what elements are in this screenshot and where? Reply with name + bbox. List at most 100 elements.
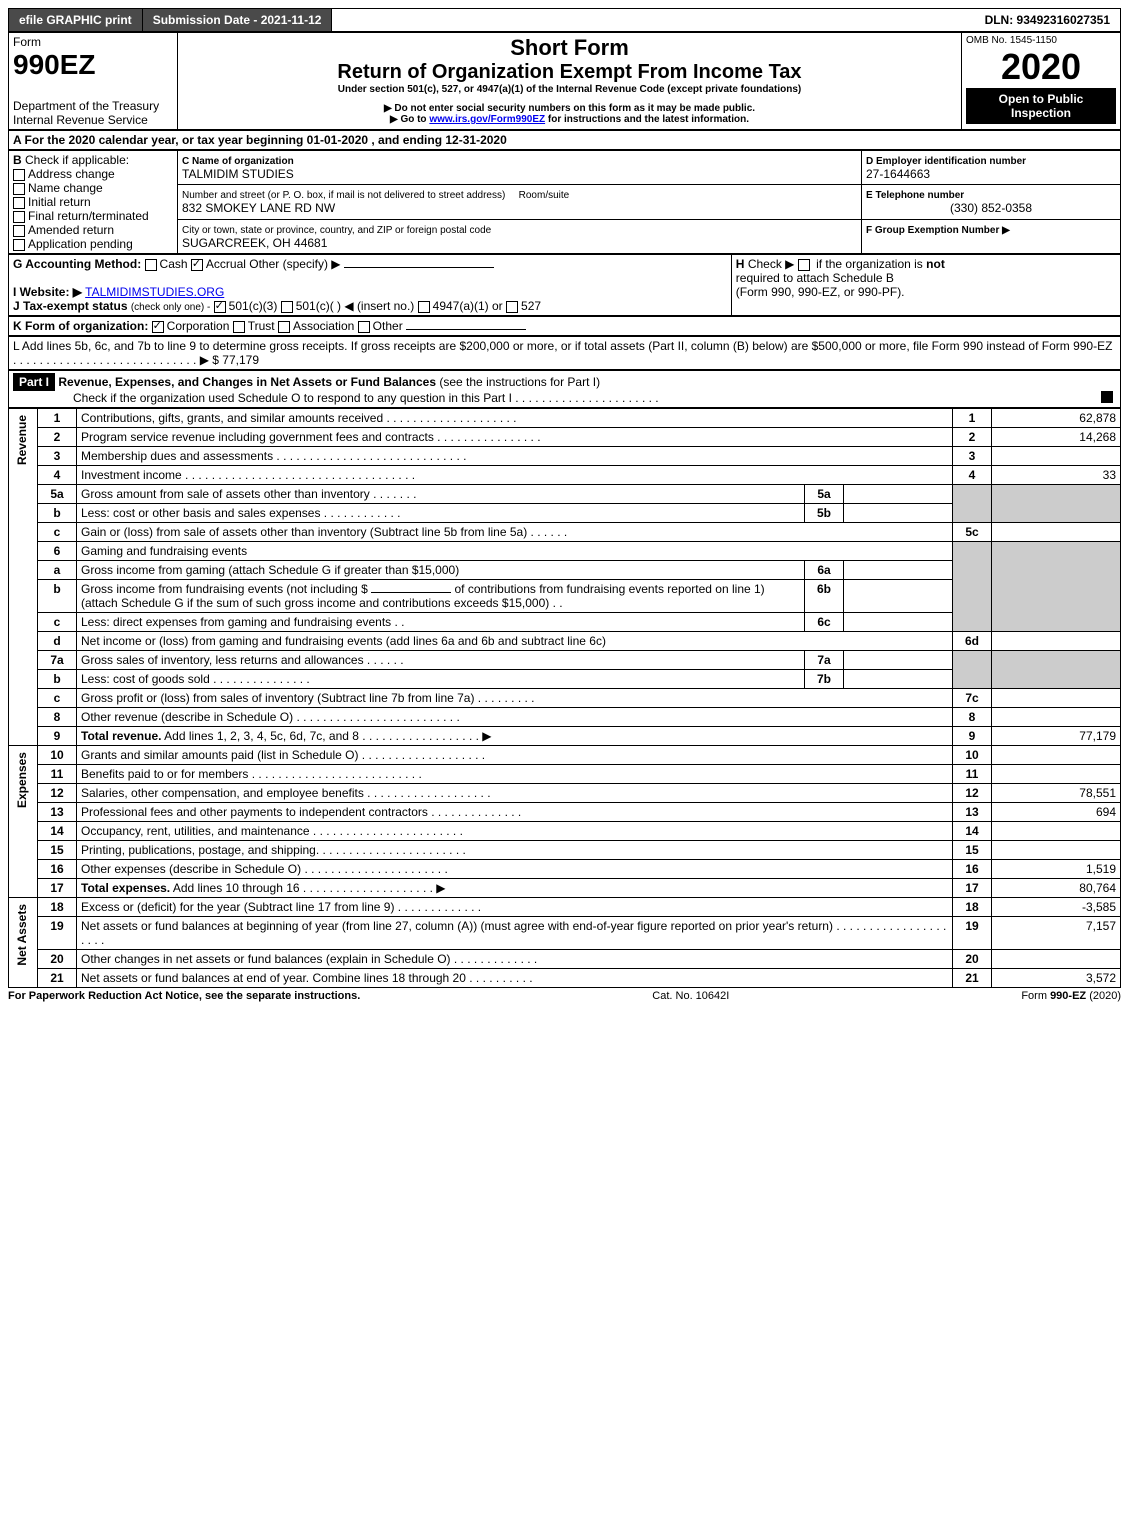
- org-address: 832 SMOKEY LANE RD NW: [182, 201, 335, 215]
- line-6d-text: Net income or (loss) from gaming and fun…: [77, 632, 953, 651]
- submission-date-label: Submission Date - 2021-11-12: [143, 9, 333, 31]
- address-change-checkbox[interactable]: [13, 169, 25, 181]
- goto-prefix: ▶ Go to: [390, 114, 427, 125]
- trust-checkbox[interactable]: [233, 321, 245, 333]
- line-12-text: Salaries, other compensation, and employ…: [77, 784, 953, 803]
- line-items-table: Revenue 1 Contributions, gifts, grants, …: [8, 408, 1121, 988]
- app-pending-checkbox[interactable]: [13, 239, 25, 251]
- line-9-num: 9: [38, 727, 77, 746]
- final-return-checkbox[interactable]: [13, 211, 25, 223]
- 4947-checkbox[interactable]: [418, 301, 430, 313]
- line-7a-num: 7a: [38, 651, 77, 670]
- line-6b-t1: Gross income from fundraising events (no…: [81, 582, 368, 596]
- website-link[interactable]: TALMIDIMSTUDIES.ORG: [85, 285, 224, 299]
- line-21-value: 3,572: [992, 969, 1121, 988]
- line-11-value: [992, 765, 1121, 784]
- line-5a-iv: [844, 485, 953, 504]
- short-form-title: Short Form: [182, 35, 957, 61]
- line-16-col: 16: [953, 860, 992, 879]
- line-2-text: Program service revenue including govern…: [77, 428, 953, 447]
- line-15-col: 15: [953, 841, 992, 860]
- other-specify-input[interactable]: [344, 267, 494, 268]
- line-7a-text: Gross sales of inventory, less returns a…: [77, 651, 805, 670]
- b-label: B: [13, 153, 22, 167]
- line-5b-ic: 5b: [805, 504, 844, 523]
- line-10-num: 10: [38, 746, 77, 765]
- line-17-num: 17: [38, 879, 77, 898]
- part1-header: Part I Revenue, Expenses, and Changes in…: [8, 370, 1121, 408]
- line-20-value: [992, 950, 1121, 969]
- j-suffix: (check only one) -: [131, 302, 210, 313]
- line-5c-value: [992, 523, 1121, 542]
- line-13-num: 13: [38, 803, 77, 822]
- dept-treasury: Department of the Treasury: [13, 99, 173, 113]
- 527-checkbox[interactable]: [506, 301, 518, 313]
- line-11-text: Benefits paid to or for members . . . . …: [77, 765, 953, 784]
- 4947-label: 4947(a)(1) or: [433, 299, 503, 313]
- line-19-text: Net assets or fund balances at beginning…: [77, 917, 953, 950]
- line-7a-ic: 7a: [805, 651, 844, 670]
- line-17-text: Total expenses.: [81, 881, 170, 895]
- phone-value: (330) 852-0358: [866, 201, 1116, 215]
- line-6-text: Gaming and fundraising events: [77, 542, 953, 561]
- accrual-checkbox[interactable]: [191, 259, 203, 271]
- line-6b-amount-input[interactable]: [371, 592, 451, 593]
- line-17-value: 80,764: [992, 879, 1121, 898]
- line-12-value: 78,551: [992, 784, 1121, 803]
- line-5c-col: 5c: [953, 523, 992, 542]
- line-6b-iv: [844, 580, 953, 613]
- 501c3-label: 501(c)(3): [229, 299, 278, 313]
- h-text3: required to attach Schedule B: [736, 271, 894, 285]
- line-7b-text: Less: cost of goods sold . . . . . . . .…: [77, 670, 805, 689]
- line-6a-iv: [844, 561, 953, 580]
- efile-print-button[interactable]: efile GRAPHIC print: [9, 9, 143, 31]
- 501c-checkbox[interactable]: [281, 301, 293, 313]
- other-org-input[interactable]: [406, 329, 526, 330]
- line-6a-num: a: [38, 561, 77, 580]
- line-3-value: [992, 447, 1121, 466]
- line-18-num: 18: [38, 898, 77, 917]
- ein-value: 27-1644663: [866, 167, 930, 181]
- line-6c-num: c: [38, 613, 77, 632]
- line-6b-ic: 6b: [805, 580, 844, 613]
- line-20-text: Other changes in net assets or fund bala…: [77, 950, 953, 969]
- i-label: I Website: ▶: [13, 285, 82, 299]
- assoc-checkbox[interactable]: [278, 321, 290, 333]
- 501c3-checkbox[interactable]: [214, 301, 226, 313]
- name-change-checkbox[interactable]: [13, 183, 25, 195]
- corp-checkbox[interactable]: [152, 321, 164, 333]
- line-10-value: [992, 746, 1121, 765]
- line-6c-text: Less: direct expenses from gaming and fu…: [77, 613, 805, 632]
- line-18-value: -3,585: [992, 898, 1121, 917]
- line-20-col: 20: [953, 950, 992, 969]
- line-6a-text: Gross income from gaming (attach Schedul…: [77, 561, 805, 580]
- initial-return-label: Initial return: [28, 195, 91, 209]
- d-label: D Employer identification number: [866, 156, 1026, 167]
- line-5a-text: Gross amount from sale of assets other t…: [77, 485, 805, 504]
- line-6b-num: b: [38, 580, 77, 613]
- no-ssn-warning: ▶ Do not enter social security numbers o…: [182, 103, 957, 114]
- cash-checkbox[interactable]: [145, 259, 157, 271]
- form990ez-link[interactable]: www.irs.gov/Form990EZ: [429, 114, 545, 125]
- line-11-num: 11: [38, 765, 77, 784]
- other-org-checkbox[interactable]: [358, 321, 370, 333]
- footer-right-year: (2020): [1089, 990, 1121, 1002]
- h-text4: (Form 990, 990-EZ, or 990-PF).: [736, 285, 905, 299]
- gh-block: G Accounting Method: Cash Accrual Other …: [8, 254, 1121, 316]
- line-9-text: Total revenue.: [81, 729, 161, 743]
- h-checkbox[interactable]: [798, 259, 810, 271]
- line-13-col: 13: [953, 803, 992, 822]
- part1-schedule-o-checkbox[interactable]: [1101, 391, 1113, 403]
- line-1-value: 62,878: [992, 409, 1121, 428]
- bcd-block: B Check if applicable: Address change Na…: [8, 150, 1121, 254]
- line-3-col: 3: [953, 447, 992, 466]
- initial-return-checkbox[interactable]: [13, 197, 25, 209]
- footer-right-prefix: Form: [1021, 990, 1047, 1002]
- line-5c-num: c: [38, 523, 77, 542]
- line-2-value: 14,268: [992, 428, 1121, 447]
- line-8-col: 8: [953, 708, 992, 727]
- topbar-spacer: [332, 9, 974, 31]
- line-16-value: 1,519: [992, 860, 1121, 879]
- amended-return-checkbox[interactable]: [13, 225, 25, 237]
- line-1-text: Contributions, gifts, grants, and simila…: [77, 409, 953, 428]
